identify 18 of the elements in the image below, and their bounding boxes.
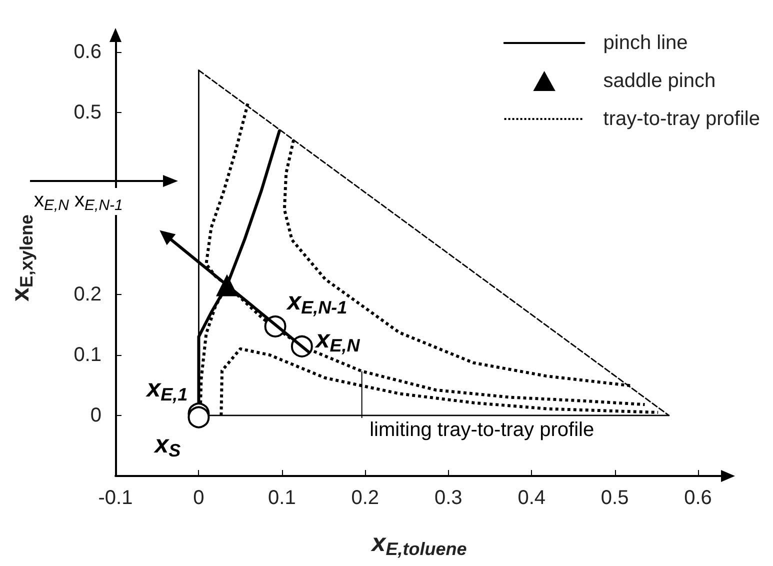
x-tick-label: 0.4 [518, 487, 546, 509]
x-tick-label: -0.1 [98, 487, 133, 509]
x-tick-label: 0.1 [268, 487, 296, 509]
legend-label: pinch line [603, 32, 688, 54]
annotation: limiting tray-to-tray profile [370, 419, 594, 441]
x-tick-label: 0 [193, 487, 204, 509]
y-tick-label: 0.2 [74, 283, 102, 306]
y-tick-label: 0.1 [74, 344, 102, 366]
x-tick-label: 0.6 [684, 487, 712, 509]
legend-label: tray-to-tray profile [603, 108, 760, 130]
y-tick-label: 0 [90, 404, 102, 426]
x-tick-label: 0.3 [434, 487, 462, 509]
x-tick-label: 0.2 [351, 487, 380, 509]
y-axis-title: xE,xylene [6, 214, 36, 302]
x-tick-label: 0.5 [600, 487, 629, 509]
y-tick-label: 0.6 [74, 41, 102, 64]
y-tick-label: 0.5 [74, 102, 102, 124]
legend-label: saddle pinch [603, 70, 716, 92]
